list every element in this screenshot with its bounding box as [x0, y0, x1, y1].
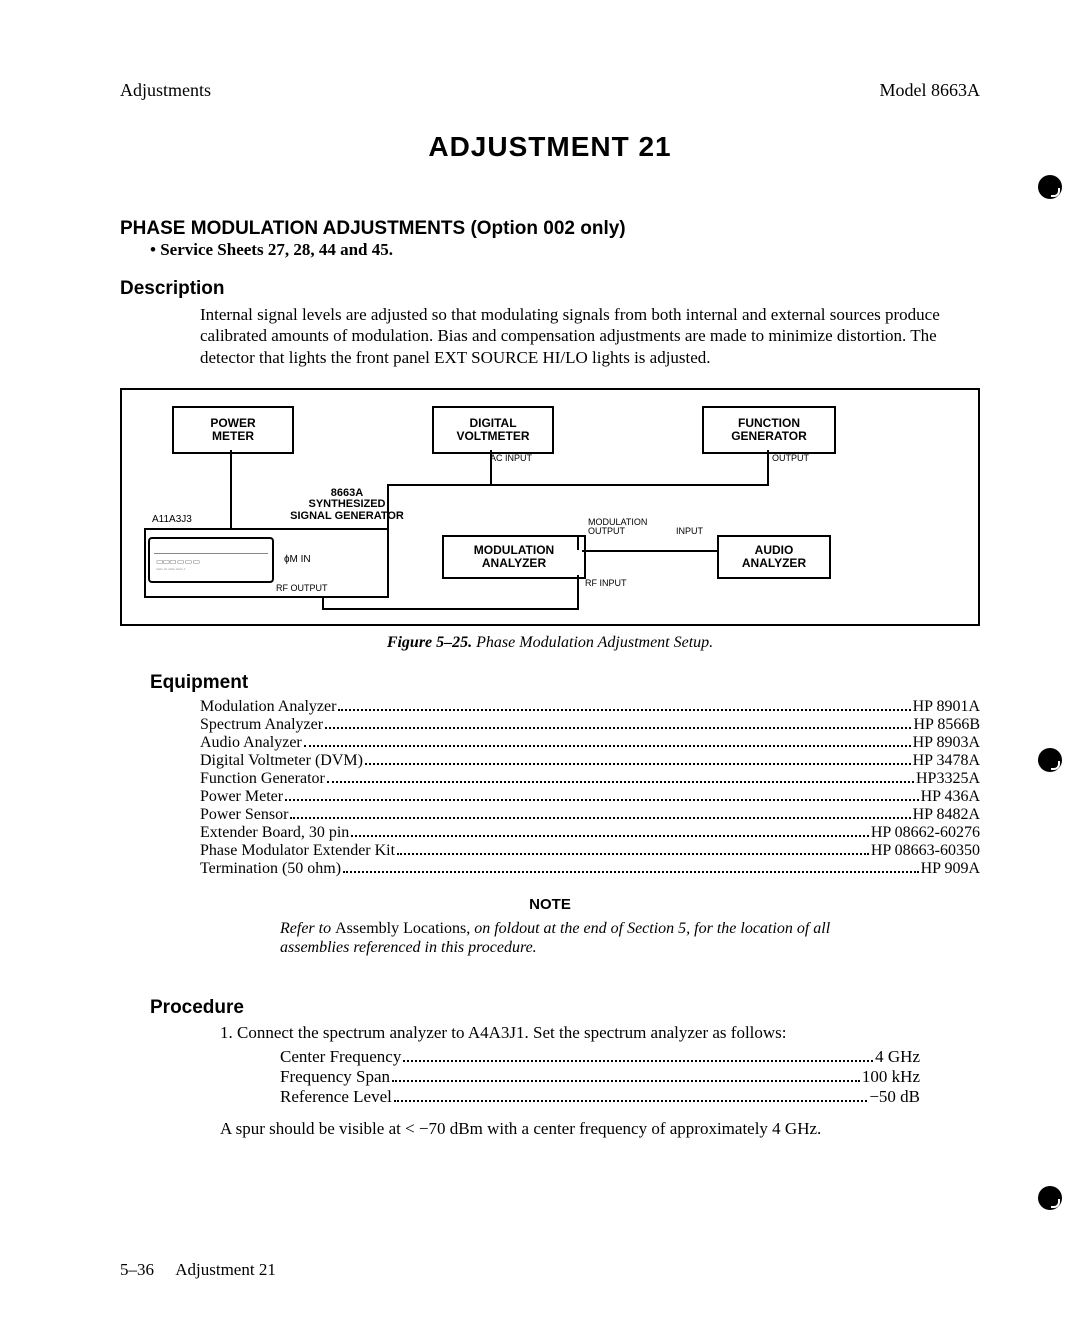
header-left: Adjustments: [120, 80, 211, 101]
modulation-analyzer-box: MODULATIONANALYZER: [442, 535, 586, 579]
setting-row: Reference Level−50 dB: [280, 1087, 920, 1107]
equipment-row: Spectrum AnalyzerHP 8566B: [200, 716, 980, 734]
description-heading: Description: [120, 278, 980, 300]
input-label: INPUT: [676, 526, 703, 536]
page-title: ADJUSTMENT 21: [120, 131, 980, 163]
description-body: Internal signal levels are adjusted so t…: [200, 304, 970, 368]
sig-gen-icon: ▭▭▭ ▭ ▭ ▭ ◦◦◦◦ ◦◦ ◦◦◦◦ ◦◦◦◦ ◦: [148, 537, 274, 583]
equipment-list: Modulation AnalyzerHP 8901ASpectrum Anal…: [200, 698, 980, 878]
note-body: Refer to Assembly Locations, on foldout …: [280, 919, 860, 957]
header-right: Model 8663A: [880, 80, 981, 101]
function-generator-box: FUNCTIONGENERATOR: [702, 406, 836, 454]
procedure-heading: Procedure: [150, 997, 980, 1019]
equipment-row: Phase Modulator Extender KitHP 08663-603…: [200, 842, 980, 860]
equipment-row: Modulation AnalyzerHP 8901A: [200, 698, 980, 716]
equipment-row: Audio AnalyzerHP 8903A: [200, 734, 980, 752]
equipment-row: Termination (50 ohm)HP 909A: [200, 860, 980, 878]
figure-caption: Figure 5–25. Phase Modulation Adjustment…: [120, 634, 980, 652]
note-title: NOTE: [120, 896, 980, 913]
power-meter-box: POWERMETER: [172, 406, 294, 454]
equipment-row: Power SensorHP 8482A: [200, 806, 980, 824]
mod-output-label: MODULATIONOUTPUT: [588, 518, 647, 536]
setting-row: Frequency Span100 kHz: [280, 1067, 920, 1087]
output-label: OUTPUT: [772, 453, 809, 463]
equipment-heading: Equipment: [150, 672, 980, 694]
equipment-row: Digital Voltmeter (DVM)HP 3478A: [200, 752, 980, 770]
a11a3j3-label: A11A3J3: [152, 514, 192, 525]
sig-gen-label: 8663A SYNTHESIZED SIGNAL GENERATOR: [282, 488, 412, 523]
rf-output-label: RF OUTPUT: [276, 583, 328, 593]
page-footer: 5–36 Adjustment 21: [120, 1260, 276, 1280]
equipment-row: Power MeterHP 436A: [200, 788, 980, 806]
rf-input-label: RF INPUT: [585, 578, 627, 588]
subtitle: PHASE MODULATION ADJUSTMENTS (Option 002…: [120, 218, 980, 240]
ac-input-label: AC INPUT: [490, 453, 532, 463]
digital-voltmeter-box: DIGITALVOLTMETER: [432, 406, 554, 454]
procedure-body: 1. Connect the spectrum analyzer to A4A3…: [220, 1023, 980, 1139]
equipment-row: Extender Board, 30 pinHP 08662-60276: [200, 824, 980, 842]
equipment-row: Function GeneratorHP3325A: [200, 770, 980, 788]
setup-diagram: POWERMETER DIGITALVOLTMETER FUNCTIONGENE…: [120, 388, 980, 626]
service-sheets: • Service Sheets 27, 28, 44 and 45.: [150, 240, 980, 260]
phi-m-in-label: ɸM IN: [284, 554, 311, 565]
setting-row: Center Frequency4 GHz: [280, 1047, 920, 1067]
audio-analyzer-box: AUDIOANALYZER: [717, 535, 831, 579]
